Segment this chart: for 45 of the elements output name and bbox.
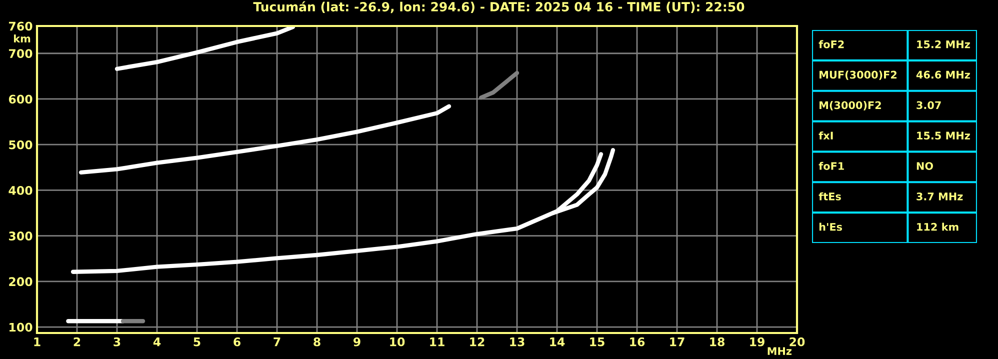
- text: 15.5 MHz: [917, 132, 970, 140]
- y-tick-label: 200: [9, 277, 32, 286]
- text: h'Es: [819, 222, 842, 231]
- x-tick-label: 10: [390, 337, 405, 346]
- x-tick-label: 18: [710, 337, 724, 346]
- text: M(3000)F2: [820, 101, 881, 110]
- y-tick-label: 600: [8, 94, 32, 104]
- y-tick-label: 760: [8, 22, 32, 31]
- text: foF1: [818, 162, 844, 170]
- x-tick-label: 17: [670, 338, 684, 346]
- x-tick-label: 1: [34, 338, 40, 346]
- text: 46.6 MHz: [916, 70, 970, 79]
- text: 3.7 MHz: [916, 192, 963, 200]
- text: NO: [916, 162, 933, 170]
- chart-title: Tucumán (lat: -26.9, lon: 294.6) - DATE: 2025 04 16 - TIME (UT): 22:50: [253, 1, 744, 14]
- x-axis-title: MHz: [768, 347, 792, 355]
- y-axis-title: km: [14, 34, 30, 42]
- text: 15.2 MHz: [917, 40, 970, 48]
- x-tick-label: 8: [314, 337, 320, 346]
- y-tick-label: 300: [8, 232, 32, 240]
- y-tick-label: 700: [8, 49, 32, 58]
- text: fxI: [818, 131, 833, 140]
- x-tick-label: 4: [153, 338, 161, 346]
- x-tick-label: 5: [194, 338, 200, 346]
- y-tick-label: 500: [9, 140, 32, 150]
- x-tick-label: 12: [470, 337, 484, 346]
- x-tick-label: 19: [750, 337, 764, 346]
- x-tick-label: 13: [510, 337, 524, 346]
- x-tick-label: 7: [274, 338, 280, 346]
- x-tick-label: 14: [550, 338, 565, 346]
- text: 112 km: [917, 222, 958, 231]
- x-tick-label: 15: [590, 338, 604, 346]
- x-tick-label: 2: [74, 337, 80, 346]
- text: foF2: [818, 40, 844, 48]
- text: MUF(3000)F2: [820, 70, 897, 80]
- x-tick-label: 16: [630, 337, 645, 346]
- text: 3.07: [916, 101, 941, 110]
- x-tick-label: 9: [354, 337, 360, 346]
- text: ftEs: [818, 192, 841, 200]
- x-tick-label: 6: [234, 337, 240, 346]
- x-tick-label: 11: [430, 338, 444, 346]
- y-tick-label: 400: [8, 186, 32, 195]
- y-tick-label: 100: [10, 322, 32, 332]
- x-tick-label: 3: [114, 337, 120, 346]
- x-tick-label: 20: [790, 337, 805, 346]
